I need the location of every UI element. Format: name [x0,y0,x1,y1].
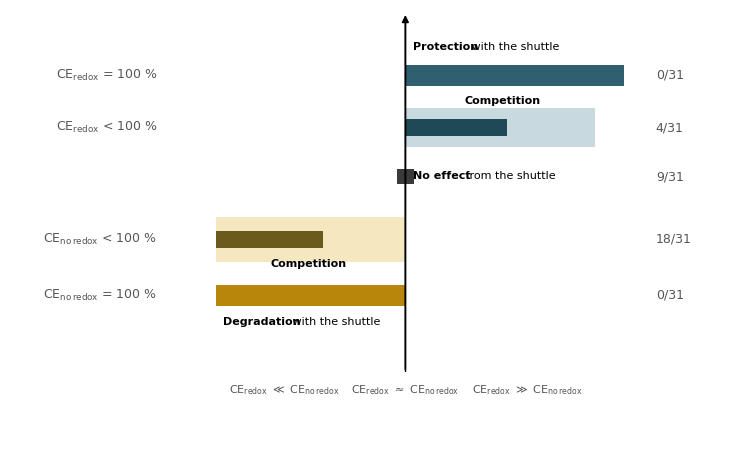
Text: 0/31: 0/31 [656,289,684,302]
Text: CE$_{\mathrm{no\,redox}}$ < 100 %: CE$_{\mathrm{no\,redox}}$ < 100 % [43,232,157,247]
Text: CE$_{\mathrm{redox}}$ $\gg$ CE$_{\mathrm{no\,redox}}$: CE$_{\mathrm{redox}}$ $\gg$ CE$_{\mathrm… [472,383,582,396]
Text: with the shuttle: with the shuttle [289,316,380,326]
Text: CE$_{\mathrm{redox}}$ $\ll$ CE$_{\mathrm{no\,redox}}$: CE$_{\mathrm{redox}}$ $\ll$ CE$_{\mathrm… [228,383,339,396]
Text: No effect: No effect [413,171,470,181]
Text: 18/31: 18/31 [656,233,692,246]
Text: Protection: Protection [413,42,478,52]
Text: CE$_{\mathrm{redox}}$ = 100 %: CE$_{\mathrm{redox}}$ = 100 % [55,68,157,83]
Text: CE$_{\mathrm{redox}}$ $\approx$ CE$_{\mathrm{no\,redox}}$: CE$_{\mathrm{redox}}$ $\approx$ CE$_{\ma… [352,383,459,396]
Text: Competition: Competition [270,259,346,269]
Text: from the shuttle: from the shuttle [461,171,556,181]
Text: Competition: Competition [464,96,541,106]
Text: 0/31: 0/31 [656,69,684,82]
Text: 4/31: 4/31 [656,121,684,134]
Text: CE$_{\mathrm{redox}}$ < 100 %: CE$_{\mathrm{redox}}$ < 100 % [55,120,157,135]
Text: CE$_{\mathrm{no\,redox}}$ = 100 %: CE$_{\mathrm{no\,redox}}$ = 100 % [43,288,157,303]
Bar [216,231,323,248]
Text: 9/31: 9/31 [656,170,684,183]
Bar [397,168,414,184]
Text: with the shuttle: with the shuttle [468,42,559,52]
Text: Degradation: Degradation [223,316,301,326]
Bar [216,217,405,262]
Bar [405,119,508,136]
Bar [405,64,624,86]
Bar [216,285,405,306]
Bar [405,109,595,147]
